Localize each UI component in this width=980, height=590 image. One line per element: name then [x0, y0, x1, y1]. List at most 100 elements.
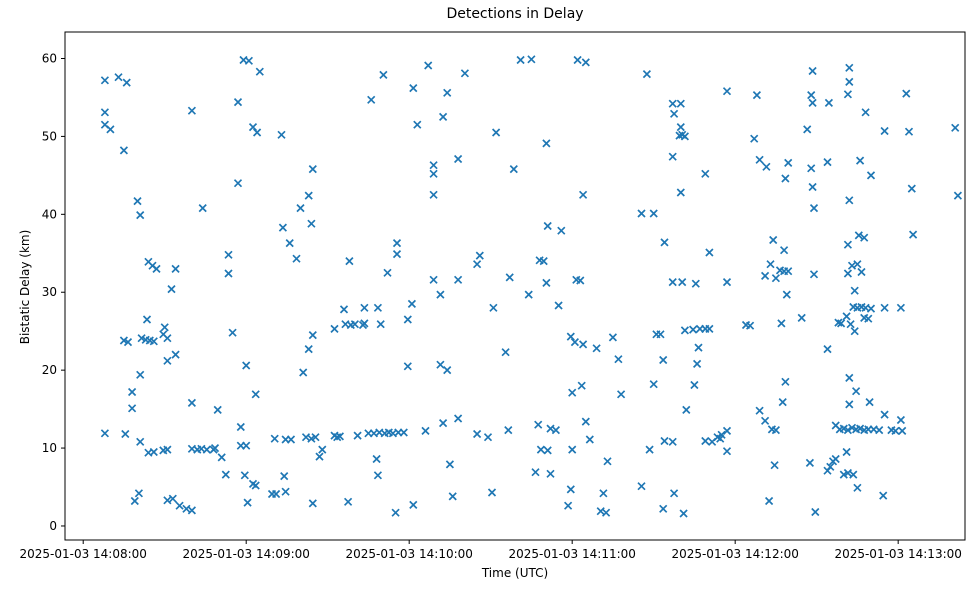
- scatter-point: [130, 496, 139, 506]
- scatter-point: [509, 164, 518, 174]
- scatter-point: [160, 323, 169, 332]
- scatter-point: [443, 365, 452, 375]
- axes-layer: 2025-01-03 14:08:00 2025-01-03 14:09:00 20…: [19, 31, 966, 561]
- scatter-point: [707, 437, 717, 446]
- scatter-point: [682, 405, 691, 415]
- scatter-point: [438, 112, 448, 122]
- plot-spines: [64, 31, 966, 541]
- scatter-point: [224, 269, 233, 278]
- scatter-point: [292, 254, 301, 263]
- scatter-point: [843, 240, 853, 249]
- scatter-point: [383, 268, 392, 277]
- scatter-point: [616, 390, 626, 399]
- scatter-point: [536, 445, 546, 454]
- scatter-point: [308, 164, 317, 174]
- scatter-point: [504, 425, 513, 435]
- scatter-point: [637, 482, 646, 491]
- scatter-point: [581, 58, 590, 67]
- scatter-point: [896, 303, 906, 312]
- scatter-point: [187, 506, 197, 515]
- scatter-point: [542, 278, 551, 288]
- scatter-point: [680, 326, 690, 335]
- scatter-point: [114, 73, 123, 82]
- scatter-point: [280, 471, 289, 481]
- y-tick-label: 60: [42, 51, 57, 65]
- scatter-point: [880, 410, 889, 419]
- scatter-point: [691, 279, 700, 288]
- scatter-point: [224, 250, 233, 259]
- scatter-point: [531, 468, 540, 477]
- scatter-point: [142, 315, 152, 324]
- scatter-point: [676, 188, 685, 197]
- scatter-point: [121, 429, 130, 439]
- scatter-point: [578, 190, 588, 199]
- scatter-point: [255, 67, 264, 76]
- scatter-point: [123, 337, 133, 347]
- scatter-point: [213, 405, 222, 415]
- scatter-point: [668, 152, 677, 161]
- scatter-point: [875, 425, 884, 435]
- scatter-point: [896, 415, 906, 425]
- scatter-point: [805, 458, 815, 468]
- scatter-point: [608, 333, 618, 342]
- y-tick-label: 0: [49, 519, 57, 533]
- scatter-point: [443, 88, 452, 97]
- scatter-point: [210, 443, 220, 453]
- scatter-point: [803, 125, 812, 134]
- scatter-point: [902, 89, 911, 98]
- x-tick-label: 2025-01-03 14:12:00: [671, 547, 798, 561]
- scatter-point: [701, 169, 710, 178]
- scatter-point: [750, 134, 759, 143]
- scatter-point: [134, 489, 144, 498]
- scatter-point: [367, 95, 376, 104]
- scatter-point: [242, 361, 251, 370]
- scatter-point: [722, 447, 732, 456]
- scatter-point: [701, 436, 710, 446]
- scatter-point: [304, 344, 313, 354]
- scatter-point: [779, 246, 789, 255]
- scatter-point: [100, 429, 110, 438]
- scatter-point: [543, 446, 552, 455]
- scatter-point: [429, 161, 438, 170]
- scatter-point: [679, 509, 688, 518]
- scatter-point: [857, 267, 866, 277]
- x-tick-label: 2025-01-03 14:09:00: [182, 547, 309, 561]
- scatter-point: [136, 210, 145, 220]
- scatter-point: [286, 435, 296, 444]
- scatter-point: [951, 123, 960, 132]
- scatter-point: [372, 454, 381, 464]
- scatter-point: [566, 332, 575, 341]
- scatter-point: [304, 191, 313, 200]
- scatter-point: [688, 325, 698, 334]
- scatter-point: [308, 499, 317, 508]
- scatter-point: [491, 128, 501, 137]
- scatter-point: [360, 319, 369, 328]
- scatter-point: [904, 127, 914, 136]
- scatter-point: [866, 304, 876, 313]
- scatter-point: [171, 264, 180, 274]
- scatter-point: [543, 221, 552, 231]
- scatter-point: [908, 230, 918, 239]
- scatter-point: [399, 428, 408, 437]
- scatter-point: [603, 457, 612, 466]
- scatter-point: [578, 340, 588, 349]
- scatter-point: [296, 203, 305, 213]
- scatter-point: [527, 55, 536, 64]
- scatter-point: [149, 337, 158, 346]
- scatter-point: [880, 126, 889, 136]
- y-tick-label: 40: [42, 207, 57, 221]
- scatter-point: [755, 155, 764, 164]
- scatter-point: [240, 471, 249, 480]
- scatter-point: [453, 275, 463, 284]
- scatter-point: [244, 56, 254, 65]
- scatter-point: [429, 190, 438, 199]
- scatter-point: [784, 158, 793, 168]
- scatter-point: [823, 157, 832, 167]
- scatter-point: [270, 434, 279, 443]
- scatter-point: [846, 320, 855, 329]
- scatter-point: [659, 504, 668, 513]
- scatter-point: [360, 303, 369, 312]
- scatter-point: [676, 122, 685, 132]
- scatter-point: [781, 174, 790, 183]
